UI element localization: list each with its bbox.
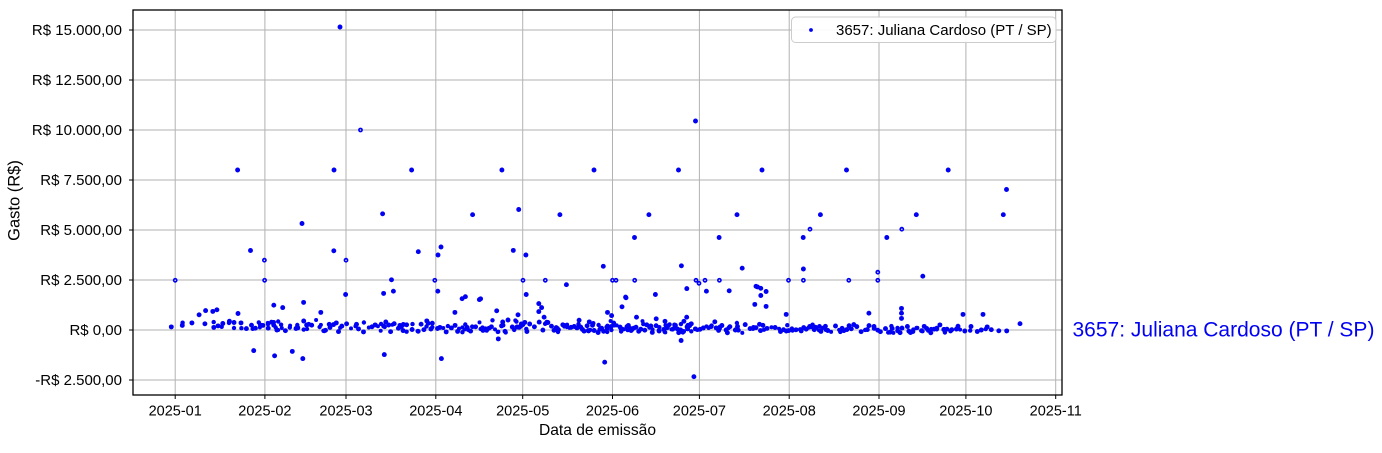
svg-text:R$ 2.500,00: R$ 2.500,00 xyxy=(40,272,122,289)
svg-text:3657: Juliana Cardoso (PT / SP: 3657: Juliana Cardoso (PT / SP) xyxy=(836,22,1052,39)
svg-text:2025-06: 2025-06 xyxy=(586,404,639,420)
svg-text:2025-10: 2025-10 xyxy=(939,404,992,420)
svg-text:2025-08: 2025-08 xyxy=(763,404,816,420)
svg-text:Data de emissão: Data de emissão xyxy=(539,422,656,439)
svg-text:R$ 5.000,00: R$ 5.000,00 xyxy=(40,222,122,239)
svg-text:R$ 0,00: R$ 0,00 xyxy=(69,322,122,339)
svg-text:2025-03: 2025-03 xyxy=(319,404,372,420)
svg-text:R$ 10.000,00: R$ 10.000,00 xyxy=(32,122,122,139)
svg-text:2025-09: 2025-09 xyxy=(852,404,905,420)
svg-text:2025-07: 2025-07 xyxy=(673,404,726,420)
svg-text:2025-02: 2025-02 xyxy=(238,404,291,420)
svg-text:Gasto (R$): Gasto (R$) xyxy=(6,160,24,241)
svg-text:3657: Juliana Cardoso (PT / SP: 3657: Juliana Cardoso (PT / SP) xyxy=(1073,319,1375,342)
svg-text:2025-05: 2025-05 xyxy=(496,404,549,420)
svg-text:2025-04: 2025-04 xyxy=(409,404,462,420)
svg-text:R$ 15.000,00: R$ 15.000,00 xyxy=(32,22,122,39)
svg-text:R$ 12.500,00: R$ 12.500,00 xyxy=(32,72,122,89)
svg-text:2025-01: 2025-01 xyxy=(149,404,202,420)
svg-text:-R$ 2.500,00: -R$ 2.500,00 xyxy=(35,372,122,389)
svg-text:R$ 7.500,00: R$ 7.500,00 xyxy=(40,172,122,189)
svg-text:2025-11: 2025-11 xyxy=(1030,404,1082,420)
